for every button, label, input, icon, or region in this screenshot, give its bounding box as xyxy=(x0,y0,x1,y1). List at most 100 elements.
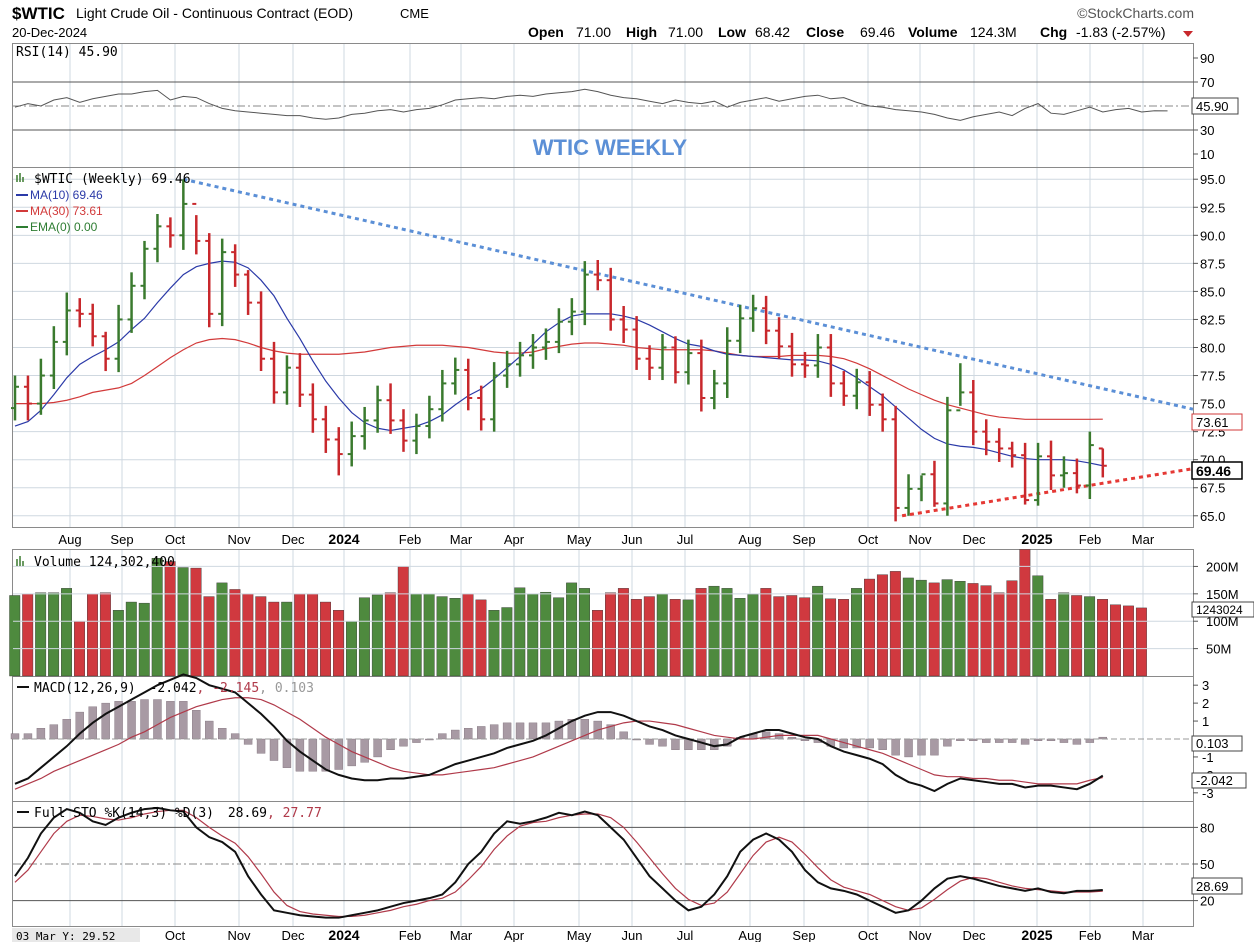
rsi-panel[interactable]: RSI(14) 45.90 90 70 30 10 45.90 WTIC WEEKLY xyxy=(13,45,1239,162)
volume-bar-43 xyxy=(566,582,578,677)
bottom-x-label-12: Oct xyxy=(858,928,879,942)
volume-bar-11 xyxy=(151,558,163,677)
macd-hist-bar-81 xyxy=(1059,738,1069,743)
bottom-x-label-14: Dec xyxy=(962,928,986,942)
ohlc-bar-40 xyxy=(529,334,537,369)
bottom-x-label-0: Oct xyxy=(165,928,186,942)
volume-bar-52 xyxy=(682,599,694,677)
rsi-legend: RSI(14) 45.90 xyxy=(16,45,118,60)
volume-bar-74 xyxy=(967,583,979,677)
rsi-line xyxy=(14,88,1168,121)
chart-title: WTIC WEEKLY xyxy=(533,135,688,160)
ohlc-bar-62 xyxy=(813,334,822,378)
price-x-label-4: Dec xyxy=(281,532,305,547)
ohlc-bar-36 xyxy=(477,385,486,431)
ohlc-bar-11 xyxy=(153,213,162,263)
volume-bar-49 xyxy=(643,596,655,677)
macd-hist-bar-39 xyxy=(515,722,525,740)
volume-bar-80 xyxy=(1045,599,1057,677)
ohlc-bar-50 xyxy=(658,334,667,381)
ohlc-bar-55 xyxy=(723,327,732,398)
volume-bar-19 xyxy=(255,596,267,677)
macd-hist-bar-50 xyxy=(658,738,667,747)
price-x-label-8: Apr xyxy=(504,532,525,547)
volume-last-value: 1243024 xyxy=(1196,603,1243,617)
macd-legend: MACD(12,26,9) -2.042, -2.145, 0.103 xyxy=(34,681,314,696)
ohlc-bar-17 xyxy=(231,244,240,287)
volume-bar-57 xyxy=(747,594,759,677)
bottom-x-label-1: Nov xyxy=(227,928,251,942)
volume-bar-1 xyxy=(22,593,34,677)
volume-bar-6 xyxy=(86,593,98,677)
macd-hist-bar-74 xyxy=(969,738,978,741)
rsi-last-value-tag xyxy=(1191,97,1239,115)
macd-hist-bar-36 xyxy=(477,726,486,740)
bottom-x-label-13: Nov xyxy=(908,928,932,942)
price-legend-ma30: MA(30) 73.61 xyxy=(30,204,103,218)
volume-bar-23 xyxy=(307,593,319,677)
volume-bar-40 xyxy=(527,593,539,677)
macd-histogram xyxy=(10,699,1108,772)
volume-bar-86 xyxy=(1122,605,1134,677)
instrument-name: Light Crude Oil - Continuous Contract (E… xyxy=(76,5,353,21)
volume-bar-31 xyxy=(410,593,422,677)
volume-bar-72 xyxy=(941,579,953,677)
ma30-last-value: 73.61 xyxy=(1196,415,1229,430)
volume-bar-70 xyxy=(915,579,927,677)
rsi-tick-label-1: 70 xyxy=(1200,75,1214,90)
price-panel[interactable]: 95.092.590.087.585.082.580.077.575.072.5… xyxy=(11,172,1243,524)
price-x-label-15: Nov xyxy=(908,532,932,547)
macd-hist-bar-40 xyxy=(528,722,538,740)
sto-d-line xyxy=(14,809,1103,918)
price-x-label-17: 2025 xyxy=(1021,531,1052,547)
volume-bar-8 xyxy=(112,610,124,677)
macd-legend-prefix: MACD(12,26,9) xyxy=(34,681,136,696)
sto-panel[interactable]: 80 50 20 Full STO %K(14,3) %D(3) 28.69, 27… xyxy=(13,806,1243,919)
volume-tick-label-2: 100M xyxy=(1206,614,1239,629)
price-tick-label-8: 75.0 xyxy=(1200,397,1225,412)
ohlc-bar-80 xyxy=(1047,440,1055,490)
macd-hist-bar-77 xyxy=(1007,738,1017,743)
volume-bar-16 xyxy=(216,582,228,677)
macd-hist-bar-0 xyxy=(10,733,20,740)
ohlc-bar-0 xyxy=(11,375,19,421)
macd-hist-tag xyxy=(1191,735,1243,752)
price-x-label-6: Feb xyxy=(399,532,421,547)
volume-bar-29 xyxy=(384,592,396,677)
macd-hist-bar-12 xyxy=(166,701,175,740)
volume-bar-73 xyxy=(954,581,966,677)
close-value: 69.46 xyxy=(860,24,895,40)
macd-hist-bar-61 xyxy=(800,738,810,741)
volume-panel[interactable]: 200M 150M 100M 50M Volume 124,302,400 12430… xyxy=(9,549,1254,677)
brand-logo[interactable]: ©StockCharts.com xyxy=(1077,5,1194,21)
ohlc-bar-16 xyxy=(218,238,227,327)
ohlc-bar-6 xyxy=(88,303,97,347)
volume-bar-18 xyxy=(242,593,254,677)
macd-hist-bar-2 xyxy=(36,728,46,740)
volume-bar-34 xyxy=(449,598,461,677)
rsi-tick-label-2: 30 xyxy=(1200,123,1214,138)
bottom-x-label-17: Mar xyxy=(1132,928,1155,942)
ohlc-bar-72 xyxy=(943,396,952,516)
price-x-label-2: Oct xyxy=(165,532,186,547)
macd-legend-signal: -2.145 xyxy=(212,681,259,696)
volume-bar-46 xyxy=(605,592,616,677)
ohlc-bar-22 xyxy=(295,353,304,407)
volume-bar-71 xyxy=(928,582,940,677)
macd-hist-bar-16 xyxy=(217,728,227,740)
volume-bar-21 xyxy=(281,601,293,677)
price-tick-label-6: 80.0 xyxy=(1200,341,1225,356)
ohlc-bar-59 xyxy=(775,317,784,359)
ohlc-legend-icon xyxy=(16,173,24,182)
sto-legend-d: 27.77 xyxy=(283,806,322,821)
macd-tick-label-5: -3 xyxy=(1202,786,1214,801)
ohlc-bar-56 xyxy=(736,304,745,354)
bottom-date-axis: Oct Nov Dec 2024 Feb Mar Apr May Jun Jul Aug Sep Oct… xyxy=(165,927,1155,942)
sto-legend: Full STO %K(14,3) %D(3) 28.69, 27.77 xyxy=(34,806,322,821)
macd-hist-bar-82 xyxy=(1072,738,1082,745)
macd-last-tag xyxy=(1191,772,1247,789)
macd-panel[interactable]: 321-1-2-3 MACD(12,26,9) -2.042, -2.145, … xyxy=(10,673,1247,801)
volume-bar-54 xyxy=(708,585,720,677)
trendline-support xyxy=(901,467,1194,518)
